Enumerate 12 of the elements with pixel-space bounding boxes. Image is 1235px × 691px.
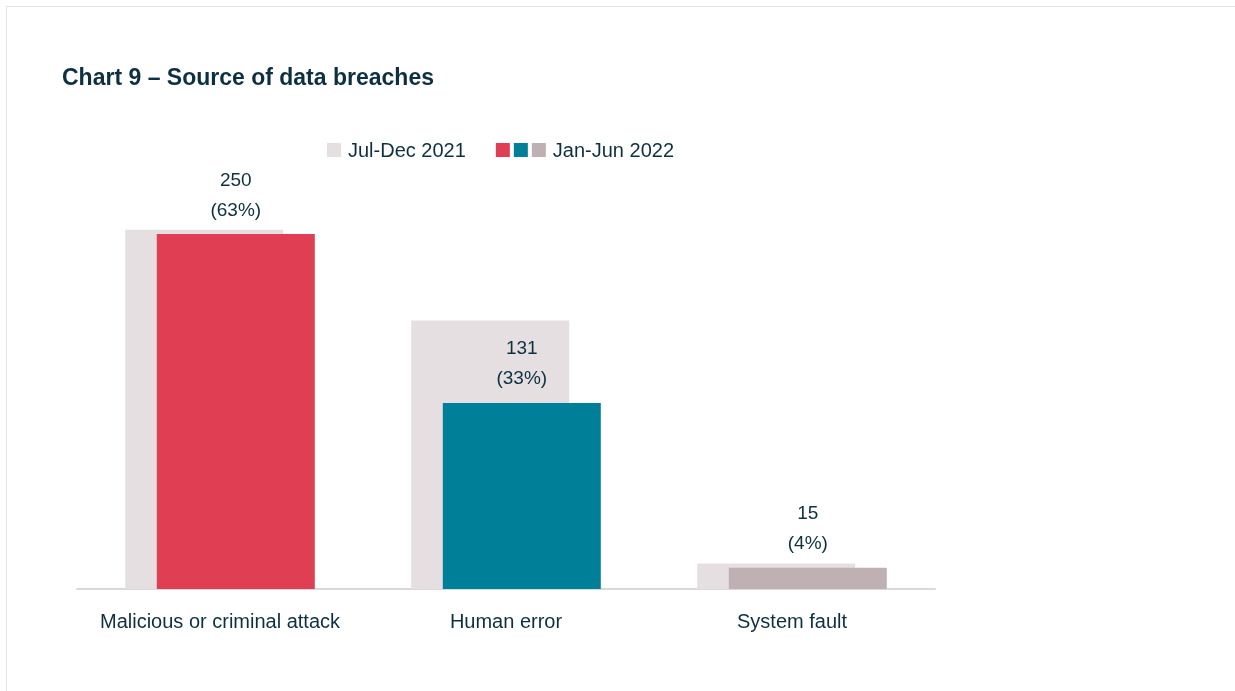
bar xyxy=(728,567,887,589)
x-tick-label: Malicious or criminal attack xyxy=(99,610,342,632)
x-tick-label: System fault xyxy=(736,610,848,632)
bar xyxy=(156,234,315,589)
bar xyxy=(442,402,601,589)
x-tick-label: Human error xyxy=(449,610,563,632)
data-label: 15 (4%) xyxy=(787,502,828,554)
legend-label: Jan-Jun 2022 xyxy=(552,139,675,161)
legend-label: Jul-Dec 2021 xyxy=(348,139,466,161)
data-label: 131 (33%) xyxy=(496,337,548,389)
data-label: 250 (63%) xyxy=(210,168,262,220)
chart-title: Chart 9 – Source of data breaches xyxy=(62,63,434,90)
